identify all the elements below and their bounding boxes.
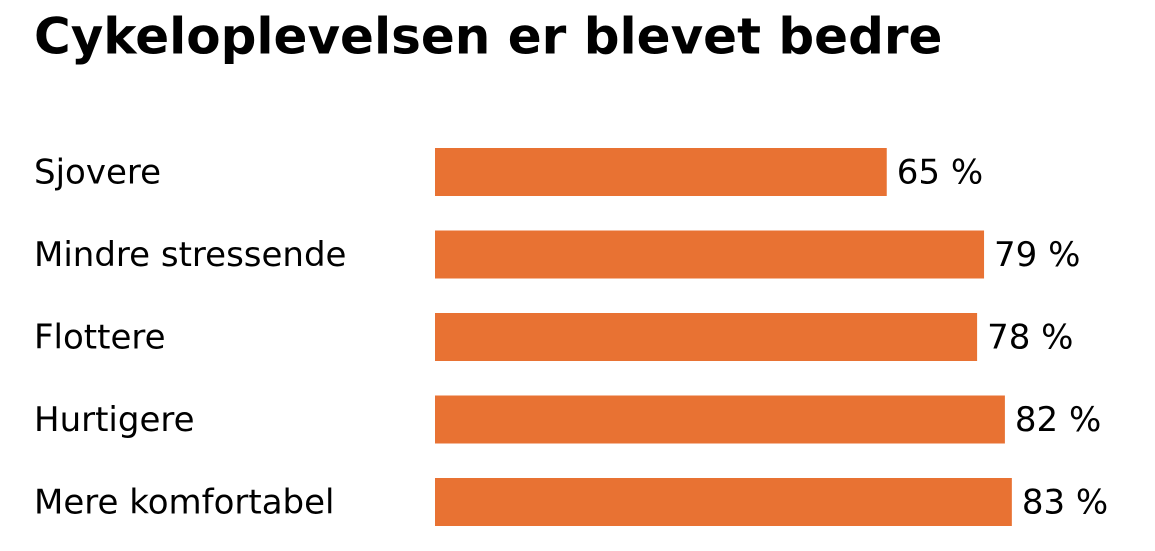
value-label: 65 % — [897, 153, 983, 193]
bar — [435, 148, 887, 196]
bar — [435, 313, 978, 361]
bar — [435, 395, 1005, 444]
value-label: 79 % — [994, 235, 1080, 275]
value-label: 82 % — [1015, 400, 1101, 440]
category-label: Mere komfortabel — [34, 483, 334, 523]
value-label: 78 % — [987, 318, 1073, 358]
value-label: 83 % — [1022, 483, 1108, 523]
category-label: Mindre stressende — [34, 235, 346, 275]
category-label: Hurtigere — [34, 400, 195, 440]
category-label: Sjovere — [34, 153, 161, 193]
chart-title: Cykeloplevelsen er blevet bedre — [34, 8, 942, 66]
bar — [435, 230, 985, 279]
bar — [435, 478, 1012, 526]
category-label: Flottere — [34, 318, 166, 358]
